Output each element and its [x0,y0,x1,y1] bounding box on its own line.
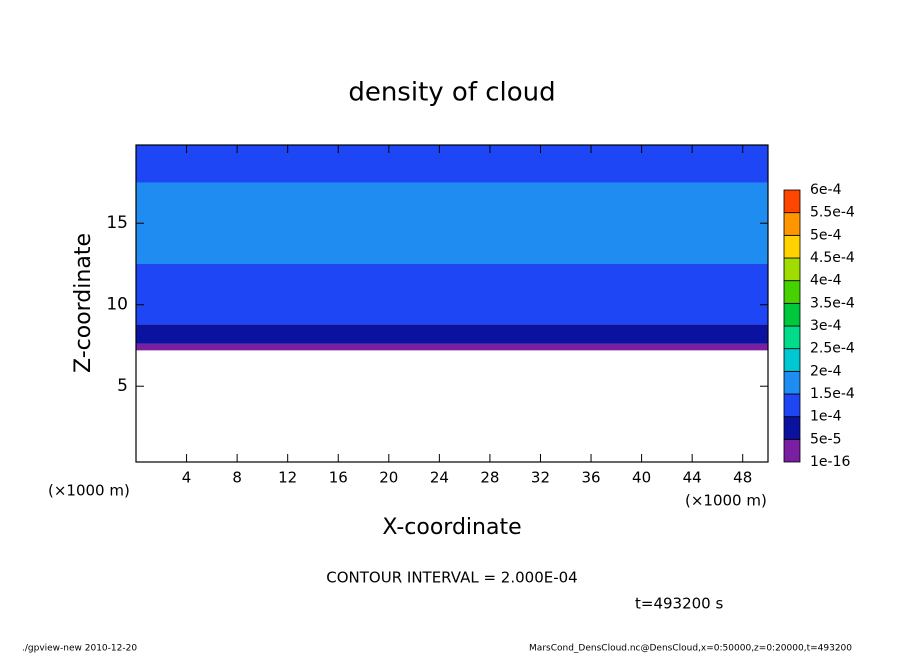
source-label: MarsCond_DensCloud.nc@DensCloud,x=0:5000… [529,644,852,654]
colorbar-label: 2e-4 [810,363,842,379]
x-tick-label: 20 [379,469,398,487]
x-tick-label: 12 [278,469,297,487]
colorbar-label: 4e-4 [810,273,842,289]
colorbar-label: 2.5e-4 [810,341,855,357]
x-tick-label: 8 [232,469,242,487]
x-unit: (×1000 m) [48,482,130,500]
colorbar-box [783,325,801,350]
x-tick-label: 40 [632,469,651,487]
y-axis-label: Z-coordinate [71,233,96,373]
colorbar-label: 1e-4 [810,409,842,425]
x-tick-label: 32 [531,469,550,487]
colorbar-box [783,393,801,418]
colorbar-box [783,438,801,463]
y-tick-label: 5 [117,376,128,396]
contour-interval: CONTOUR INTERVAL = 2.000E-04 [326,569,577,587]
x-tick-label: 28 [480,469,499,487]
x-tick-label: 36 [581,469,600,487]
colorbar-label: 3.5e-4 [810,295,855,311]
contour-band [136,145,768,183]
program-label: ./gpview-new 2010-12-20 [22,644,137,654]
contour-band [136,263,768,325]
x-axis-label: X-coordinate [382,515,521,540]
colorbar-box [783,234,801,259]
colorbar-box [783,348,801,372]
time-label: t=493200 s [635,595,723,613]
colorbar-box [783,189,801,214]
x-tick-label: 24 [430,469,449,487]
colorbar-label: 3e-4 [810,318,842,334]
colorbar-label: 4.5e-4 [810,250,855,266]
colorbar-box [783,416,801,440]
colorbar-label: 1e-16 [810,454,850,470]
y-tick-label: 10 [106,295,128,315]
x-tick-label: 4 [182,469,192,487]
plot-frame [135,144,769,463]
x-tick-label: 16 [329,469,348,487]
colorbar-box [783,280,801,304]
contour-band [136,324,768,344]
colorbar-label: 1.5e-4 [810,386,855,402]
colorbar-label: 6e-4 [810,182,842,198]
colorbar-label: 5e-5 [810,431,841,447]
colorbar-box [783,212,801,236]
colorbar-box [783,370,801,395]
contour-band [136,182,768,264]
x-tick-label: 48 [733,469,752,487]
colorbar-box [783,257,801,282]
y-tick-label: 15 [106,213,128,233]
colorbar-label: 5e-4 [810,227,842,243]
contour-band [136,343,768,351]
colorbar-label: 5.5e-4 [810,205,855,221]
chart-title: density of cloud [348,78,555,108]
x-tick-label: 44 [683,469,702,487]
x-unit: (×1000 m) [685,492,767,510]
colorbar-box [783,302,801,327]
